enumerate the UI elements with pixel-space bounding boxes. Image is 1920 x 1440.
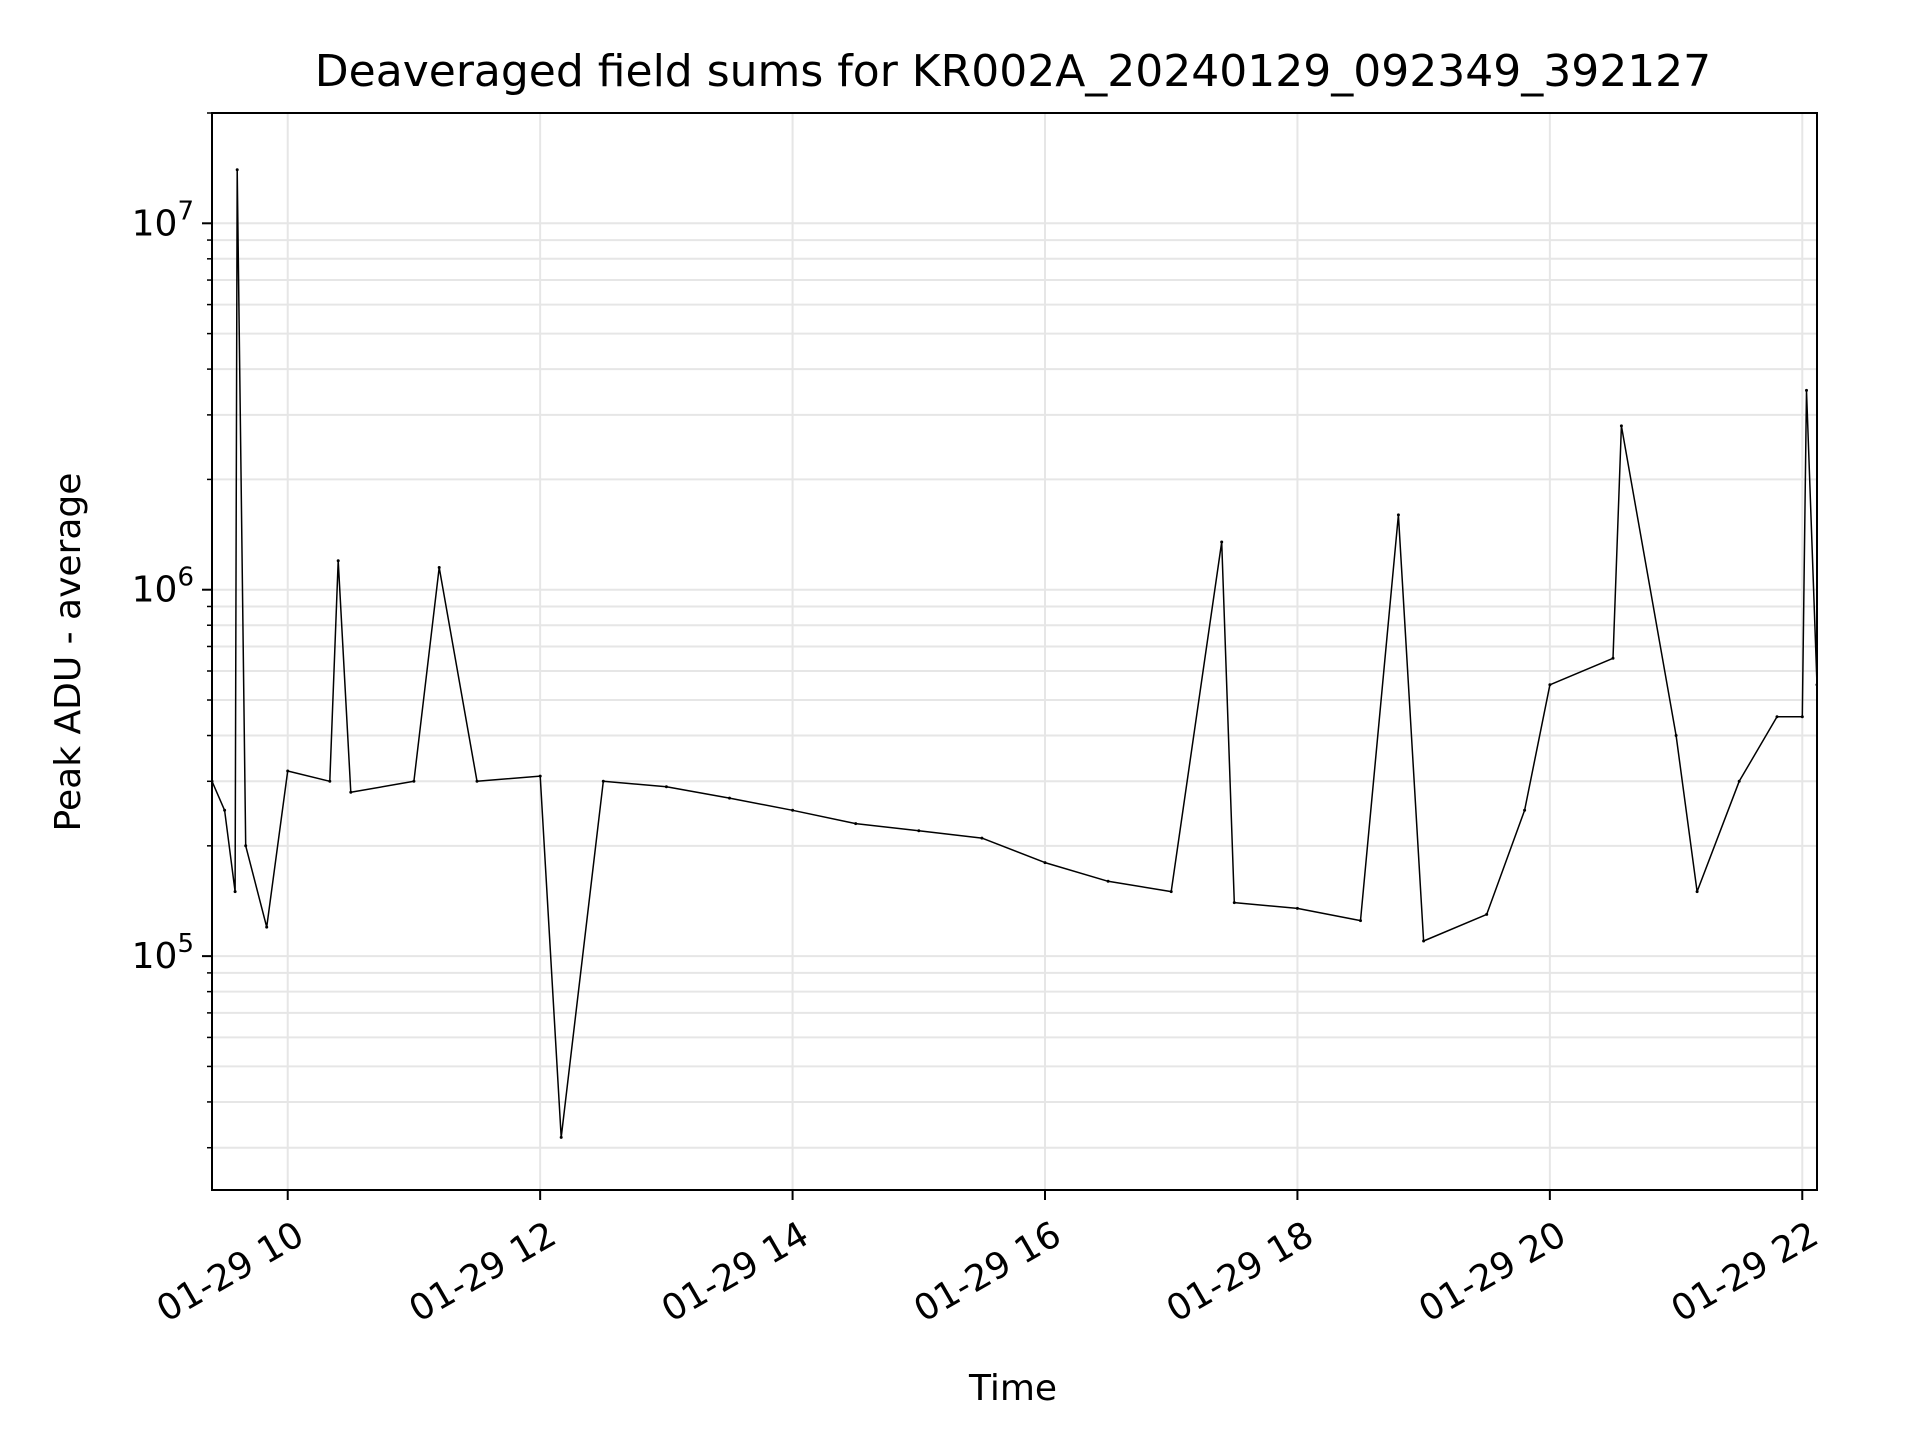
- data-point: [233, 890, 237, 894]
- data-point: [475, 779, 479, 783]
- data-point: [1295, 906, 1299, 910]
- data-point: [1775, 715, 1779, 719]
- data-point: [559, 1135, 563, 1139]
- y-tick-label: 107: [132, 196, 194, 244]
- grid-layer: [212, 112, 1817, 1190]
- y-tick-label: 106: [132, 563, 194, 611]
- data-point: [328, 779, 332, 783]
- data-point: [1232, 901, 1236, 905]
- data-point: [728, 796, 731, 800]
- data-point: [980, 836, 984, 840]
- data-point: [244, 844, 248, 848]
- data-point: [1695, 890, 1699, 894]
- data-point: [235, 168, 239, 172]
- data-point: [1523, 808, 1527, 812]
- data-point: [1674, 734, 1678, 737]
- data-point: [664, 785, 668, 789]
- data-point: [538, 774, 542, 778]
- x-axis-label: Time: [968, 1368, 1057, 1409]
- data-point: [1619, 424, 1623, 428]
- data-point: [1220, 540, 1224, 544]
- data-point: [412, 779, 416, 783]
- data-point: [1737, 779, 1741, 783]
- data-point: [265, 925, 269, 929]
- data-point: [854, 822, 858, 826]
- y-axis: 105 106 107: [132, 112, 212, 1149]
- y-tick-label: 105: [132, 929, 194, 977]
- data-point: [1422, 939, 1426, 943]
- data-point: [336, 559, 340, 563]
- data-point: [1485, 912, 1489, 916]
- data-point: [286, 769, 290, 773]
- data-point: [1548, 683, 1552, 687]
- data-point: [791, 808, 795, 812]
- data-point: [601, 779, 605, 783]
- data-point: [1359, 919, 1362, 923]
- data-point: [1396, 513, 1400, 517]
- data-point: [437, 566, 441, 569]
- data-point: [1043, 861, 1047, 865]
- data-point: [223, 808, 227, 812]
- plot-area-frame: [211, 112, 1818, 1191]
- y-axis-label: Peak ADU - average: [48, 473, 89, 832]
- data-point: [1800, 715, 1804, 719]
- data-point: [1169, 890, 1173, 894]
- data-point: [917, 829, 921, 833]
- data-point: [1805, 388, 1808, 392]
- series-layer: [212, 168, 1817, 1139]
- chart-title: Deaveraged field sums for KR002A_2024012…: [315, 46, 1711, 97]
- data-point: [1611, 656, 1615, 660]
- data-point: [349, 790, 353, 794]
- data-point: [1106, 879, 1110, 883]
